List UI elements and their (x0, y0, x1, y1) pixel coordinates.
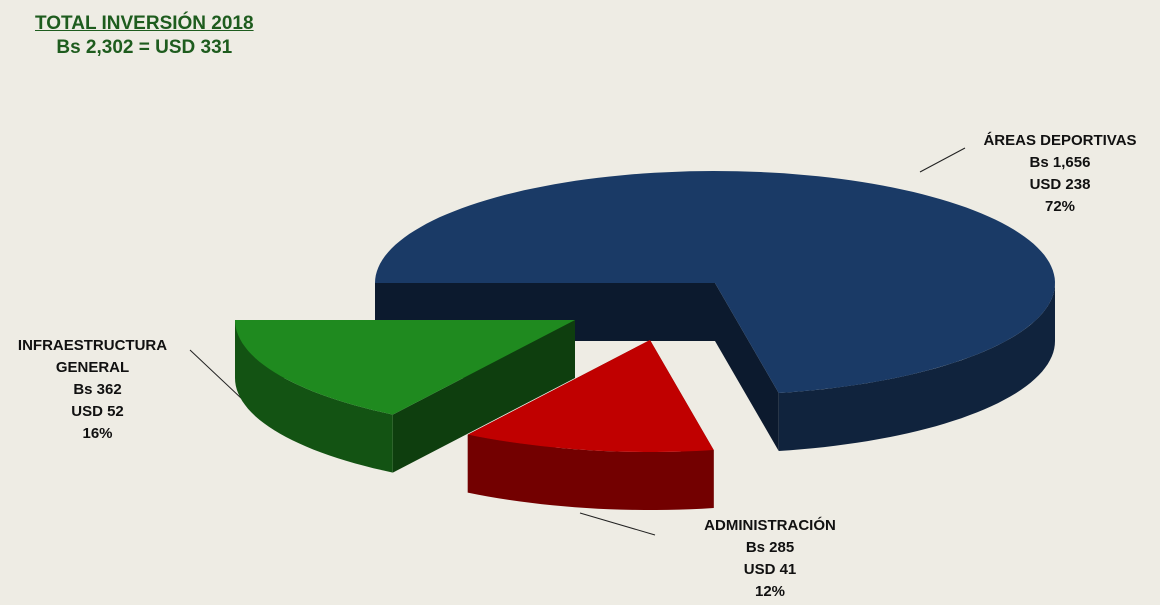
title-block: TOTAL INVERSIÓN 2018 Bs 2,302 = USD 331 (35, 12, 254, 60)
slice-face (715, 283, 779, 451)
slice (235, 320, 575, 415)
leader-line (919, 147, 966, 173)
chart-subtitle: Bs 2,302 = USD 331 (56, 37, 233, 58)
value-label: 12% (754, 583, 786, 600)
slice-side (235, 320, 393, 473)
slice (375, 171, 1055, 393)
value-label: 72% (1044, 198, 1076, 215)
slice-label: ÁREAS DEPORTIVAS Bs 1,656 USD 238 72% (940, 130, 1160, 218)
category-label: ÁREAS DEPORTIVAS (983, 132, 1137, 149)
slice-label: ADMINISTRACIÓN Bs 285 USD 41 12% (650, 515, 890, 603)
chart-title: TOTAL INVERSIÓN 2018 (35, 13, 254, 34)
leader-line (579, 512, 656, 536)
slice-label: INFRAESTRUCTURA GENERAL Bs 362 USD 52 16% (0, 335, 195, 445)
value-label: Bs 285 (745, 539, 795, 556)
category-label: INFRAESTRUCTURA GENERAL (17, 337, 168, 376)
value-label: USD 238 (1029, 176, 1091, 193)
slice-side (778, 283, 1055, 451)
value-label: Bs 362 (73, 381, 122, 398)
value-label: 16% (82, 425, 113, 442)
value-label: Bs 1,656 (1029, 154, 1091, 171)
value-label: USD 52 (71, 403, 124, 420)
category-label: ADMINISTRACIÓN (704, 517, 836, 534)
slice (467, 340, 714, 452)
value-label: USD 41 (743, 561, 797, 578)
slice-side (467, 434, 714, 510)
